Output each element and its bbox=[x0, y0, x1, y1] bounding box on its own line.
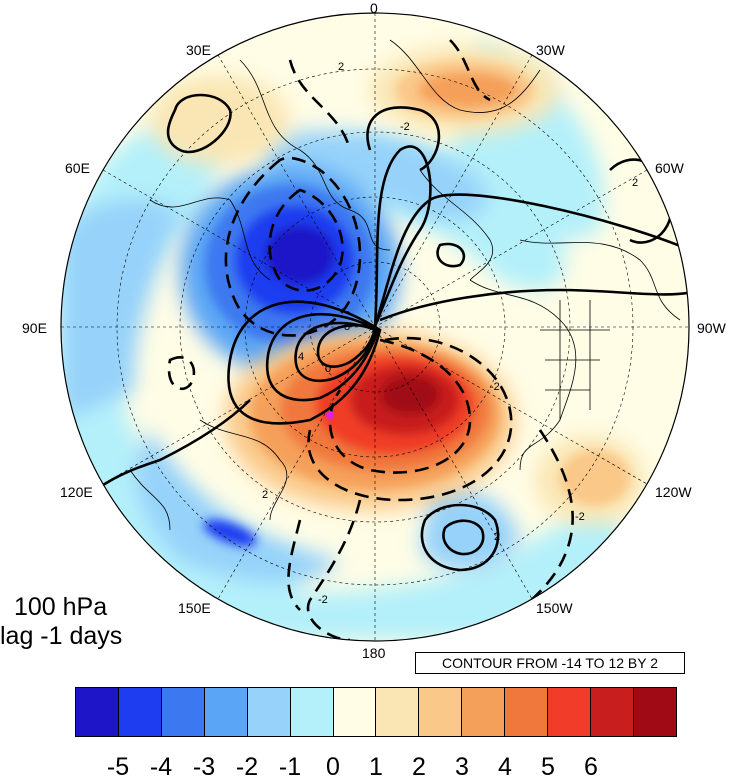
contour-label: 4 bbox=[298, 351, 304, 363]
colorbar-tick-label: 3 bbox=[455, 753, 469, 781]
contour-label: 0 bbox=[325, 363, 331, 375]
contour-label: -2 bbox=[318, 594, 328, 606]
colorbar-cell bbox=[76, 688, 119, 736]
lag-label: lag -1 days bbox=[0, 622, 123, 650]
colorbar-cell bbox=[118, 688, 162, 736]
colorbar-cell bbox=[462, 688, 506, 736]
contour-label: 2 bbox=[338, 61, 344, 73]
contour-label: -2 bbox=[575, 511, 585, 523]
colorbar-tick-label: 4 bbox=[498, 753, 512, 781]
contour-label: 2 bbox=[632, 177, 638, 189]
colorbar-tick-label: 6 bbox=[584, 753, 598, 781]
colorbar-tick-label: 0 bbox=[326, 753, 340, 781]
negative-contours bbox=[167, 39, 574, 641]
lon-label-0: 0 bbox=[370, 0, 378, 16]
contour-label: 2 bbox=[494, 531, 500, 543]
colorbar-tick-label: 1 bbox=[369, 753, 383, 781]
colorbar-cell bbox=[376, 688, 420, 736]
colorbar-tick-label: -5 bbox=[106, 753, 130, 781]
level-label: 100 hPa bbox=[14, 593, 108, 621]
lon-label-60e: 60E bbox=[65, 160, 90, 176]
coastlines bbox=[129, 39, 681, 531]
lon-label-180: 180 bbox=[362, 645, 386, 661]
colorbar-cell bbox=[548, 688, 592, 736]
colorbar-cell bbox=[633, 688, 676, 736]
colorbar bbox=[75, 687, 677, 737]
lon-label-90w: 90W bbox=[697, 320, 726, 336]
lon-label-150e: 150E bbox=[178, 600, 211, 616]
positive-contours bbox=[61, 93, 689, 572]
colorbar-tick-label: -4 bbox=[149, 753, 173, 781]
lon-label-120w: 120W bbox=[655, 484, 692, 500]
location-marker bbox=[326, 411, 334, 419]
contour-label: 8 bbox=[344, 321, 350, 333]
colorbar-cell bbox=[591, 688, 634, 736]
colorbar-tick-label: -3 bbox=[192, 753, 216, 781]
colorbar-cell bbox=[290, 688, 334, 736]
lon-label-90e: 90E bbox=[22, 320, 47, 336]
colorbar-cell bbox=[161, 688, 205, 736]
colorbar-cell bbox=[204, 688, 248, 736]
contour-labels: 2 -2 2 2 0 4 8 -2 -2 2 -2 bbox=[262, 61, 638, 606]
contour-label: -2 bbox=[400, 121, 410, 133]
colorbar-cell bbox=[247, 688, 291, 736]
colorbar-tick-label: -2 bbox=[235, 753, 259, 781]
colorbar-cell bbox=[333, 688, 377, 736]
lon-label-150w: 150W bbox=[536, 600, 573, 616]
lon-label-30w: 30W bbox=[536, 42, 565, 58]
lon-label-120e: 120E bbox=[60, 484, 93, 500]
contour-info-box: CONTOUR FROM -14 TO 12 BY 2 bbox=[415, 652, 685, 674]
contour-label: -2 bbox=[490, 381, 500, 393]
colorbar-cell bbox=[419, 688, 463, 736]
map-border bbox=[60, 12, 690, 642]
colorbar-cell bbox=[505, 688, 549, 736]
colorbar-tick-label: -1 bbox=[278, 753, 302, 781]
colorbar-tick-label: 2 bbox=[412, 753, 426, 781]
lon-label-30e: 30E bbox=[186, 42, 211, 58]
colorbar-tick-label: 5 bbox=[541, 753, 555, 781]
contour-label: 2 bbox=[262, 489, 268, 501]
lon-label-60w: 60W bbox=[655, 160, 684, 176]
